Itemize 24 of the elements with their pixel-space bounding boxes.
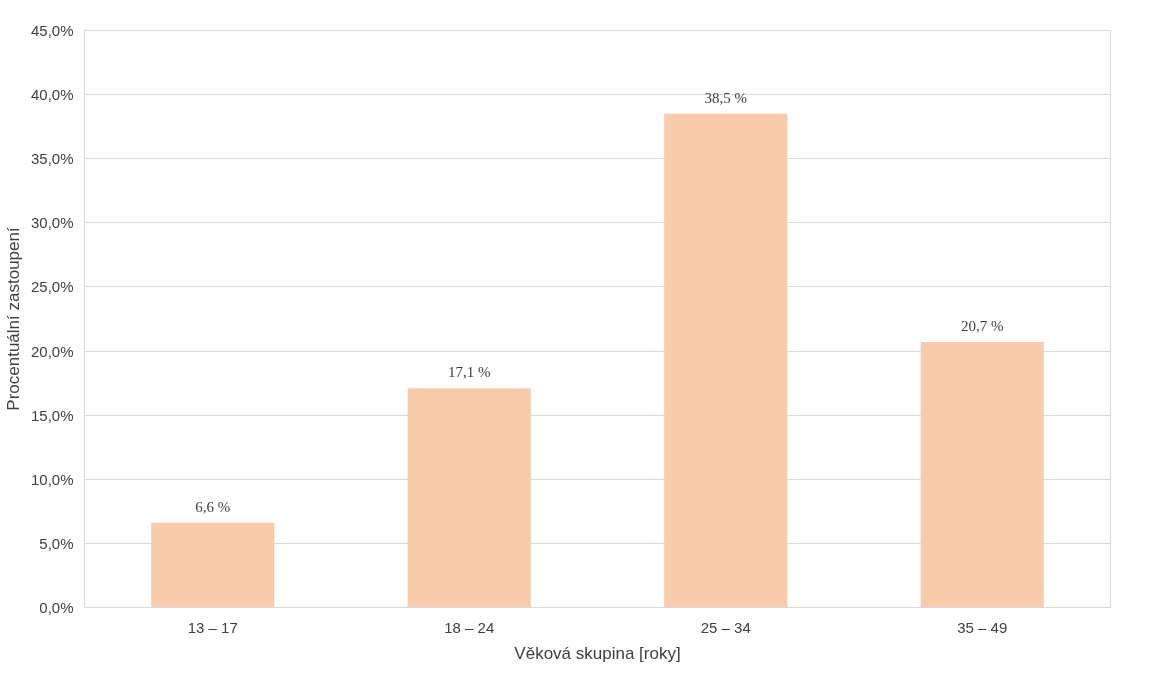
data-label: 17,1 %: [448, 364, 491, 381]
y-tick-label: 25,0%: [30, 278, 74, 296]
bar: [920, 342, 1044, 608]
y-axis-title: Procentuální zastoupení: [3, 227, 23, 411]
data-label: 6,6 %: [195, 498, 231, 515]
x-tick-label: 18 – 24: [444, 618, 495, 636]
bar: [151, 522, 275, 608]
y-tick-label: 45,0%: [30, 22, 74, 39]
y-tick-label: 15,0%: [30, 406, 74, 424]
x-tick-label: 35 – 49: [957, 618, 1008, 636]
y-tick-label: 0,0%: [39, 599, 74, 616]
y-tick-label: 20,0%: [30, 342, 74, 360]
y-tick-label: 5,0%: [39, 534, 74, 552]
x-tick-label: 13 – 17: [187, 618, 238, 636]
data-label: 38,5 %: [704, 89, 747, 106]
y-tick-label: 40,0%: [30, 86, 74, 104]
bar: [407, 388, 531, 608]
bar: [664, 113, 788, 608]
y-tick-label: 35,0%: [30, 150, 74, 168]
x-tick-label: 25 – 34: [700, 618, 751, 636]
data-label: 20,7 %: [961, 318, 1004, 335]
y-tick-label: 10,0%: [30, 470, 74, 488]
y-tick-label: 30,0%: [30, 214, 74, 232]
x-axis-title: Věková skupina [roky]: [514, 643, 681, 663]
